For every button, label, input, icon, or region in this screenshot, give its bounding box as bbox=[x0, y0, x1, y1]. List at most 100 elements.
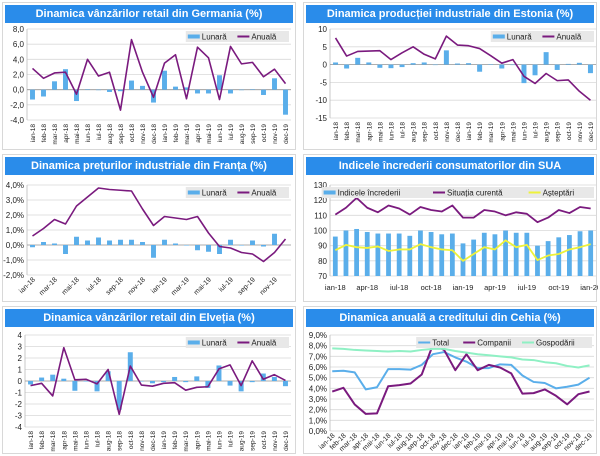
x-tick-label: oct-18 bbox=[421, 283, 442, 292]
chart-svg: 4 3 2 1 0 -1 -2 -3 -4 ian-18 feb-18 mar-18 apr-18 mai… bbox=[15, 331, 291, 452]
bar bbox=[449, 233, 455, 276]
x-tick-label: oct-19 bbox=[548, 283, 569, 292]
bar bbox=[410, 63, 416, 65]
x-tick-label: ian-19 bbox=[150, 276, 169, 295]
x-tick-label: oct-18 bbox=[433, 122, 440, 140]
chart-svg: 10 5 0 -5 -10 -15 ian-18 feb-18 mar-18 apr-18 mai-… bbox=[315, 25, 596, 143]
bar bbox=[364, 232, 370, 276]
bar bbox=[375, 233, 381, 276]
bar bbox=[140, 85, 145, 90]
bar bbox=[283, 89, 288, 115]
x-tick-label: nov-19 bbox=[577, 122, 584, 142]
bar bbox=[576, 62, 582, 65]
bar bbox=[488, 64, 494, 65]
legend-label: Anuală bbox=[251, 33, 276, 42]
y-tick-label: 4,0% bbox=[6, 181, 24, 190]
y-tick-label: 130 bbox=[314, 181, 328, 190]
y-tick-label: -10 bbox=[315, 96, 327, 105]
bar bbox=[161, 381, 167, 383]
x-tick-label: dec-19 bbox=[588, 122, 595, 142]
bar bbox=[74, 236, 79, 245]
y-tick-label: -1 bbox=[15, 389, 23, 398]
x-tick-label: dec-19 bbox=[283, 431, 290, 451]
x-tick-label: iun-19 bbox=[521, 122, 528, 140]
y-tick-label: 0,0% bbox=[309, 427, 327, 436]
x-tick-label: mai-19 bbox=[510, 122, 517, 142]
x-tick-label: apr-18 bbox=[366, 122, 373, 141]
bar bbox=[195, 89, 200, 94]
bar bbox=[272, 78, 277, 90]
bar bbox=[184, 245, 189, 246]
x-tick-label: feb-19 bbox=[477, 122, 484, 141]
y-tick-label: 3,0% bbox=[309, 395, 327, 404]
bar bbox=[63, 245, 68, 254]
bar bbox=[105, 371, 111, 381]
x-tick-label: ian-19 bbox=[466, 122, 473, 140]
x-tick-label: feb-18 bbox=[39, 431, 46, 450]
bar bbox=[249, 381, 255, 383]
bar bbox=[239, 89, 244, 91]
series-line bbox=[334, 35, 591, 101]
bar bbox=[107, 240, 112, 245]
legend-label: Anuală bbox=[251, 189, 276, 198]
bar bbox=[173, 86, 178, 90]
x-tick-label: aug-18 bbox=[411, 122, 418, 143]
y-tick-label: 90 bbox=[318, 242, 327, 251]
x-tick-label: mar-18 bbox=[355, 122, 362, 143]
bar bbox=[332, 236, 338, 276]
bar bbox=[52, 243, 57, 245]
y-tick-label: -15 bbox=[315, 114, 327, 123]
x-tick-label: iun-18 bbox=[85, 124, 92, 142]
x-tick-label: iul-18 bbox=[400, 122, 407, 138]
bar bbox=[271, 376, 277, 381]
y-tick-label: 6,0% bbox=[309, 363, 327, 372]
chart-title: Dinamica anuală a creditului din Cehia (… bbox=[306, 309, 594, 327]
y-tick-label: -4,0 bbox=[10, 116, 24, 125]
bar bbox=[74, 89, 79, 102]
legend-label: Anuală bbox=[251, 339, 276, 348]
bar bbox=[129, 80, 134, 90]
bar bbox=[83, 381, 89, 382]
bar bbox=[532, 64, 538, 76]
bar bbox=[195, 245, 200, 251]
y-tick-label: 1,0% bbox=[6, 226, 24, 235]
legend-label: Așteptări bbox=[543, 189, 575, 198]
x-tick-label: sep-18 bbox=[118, 124, 125, 144]
bar bbox=[250, 240, 255, 245]
y-tick-label: 70 bbox=[318, 272, 327, 281]
bar bbox=[228, 239, 233, 245]
y-tick-label: 0 bbox=[323, 61, 328, 70]
series-line bbox=[32, 187, 287, 263]
bar bbox=[513, 232, 519, 276]
bar bbox=[228, 89, 233, 94]
y-tick-label: 4 bbox=[18, 331, 23, 340]
y-tick-label: 3 bbox=[18, 343, 23, 352]
y-tick-label: -2,0% bbox=[3, 271, 24, 280]
x-tick-label: mai-19 bbox=[206, 124, 213, 144]
bar bbox=[217, 75, 222, 90]
x-tick-label: aug-18 bbox=[106, 431, 113, 452]
x-tick-label: apr-19 bbox=[484, 283, 506, 292]
y-tick-label: 8,0% bbox=[309, 342, 327, 351]
chart-panel-czech-credit: Dinamica anuală a creditului din Cehia (… bbox=[303, 306, 597, 454]
chart-title: Dinamica prețurilor industriale din Fran… bbox=[5, 157, 293, 175]
bar bbox=[554, 64, 560, 70]
bar bbox=[366, 62, 372, 65]
chart-svg: 9,0% 8,0%7,0% 6,0% 5,0%4,0% 3,0% 2,0%1,0% 0,0%… bbox=[309, 331, 594, 453]
y-tick-label: 110 bbox=[314, 211, 327, 220]
legend-label: Lunară bbox=[202, 189, 227, 198]
bar bbox=[41, 89, 46, 97]
bar bbox=[492, 234, 498, 276]
x-tick-label: dec-18 bbox=[150, 431, 157, 451]
x-tick-label: oct-19 bbox=[261, 431, 268, 449]
x-tick-label: nov-18 bbox=[444, 122, 451, 142]
x-tick-label: ian-19 bbox=[162, 124, 169, 142]
x-tick-label: ian-19 bbox=[161, 431, 168, 449]
x-tick-label: feb-19 bbox=[172, 431, 179, 450]
x-tick-label: mar-19 bbox=[488, 122, 495, 143]
series-line bbox=[332, 351, 591, 391]
chart-title: Dinamica vânzărilor retail din Elveția (… bbox=[5, 309, 293, 327]
x-tick-label: mai-18 bbox=[74, 124, 81, 144]
legend-label: Lunară bbox=[507, 33, 532, 42]
